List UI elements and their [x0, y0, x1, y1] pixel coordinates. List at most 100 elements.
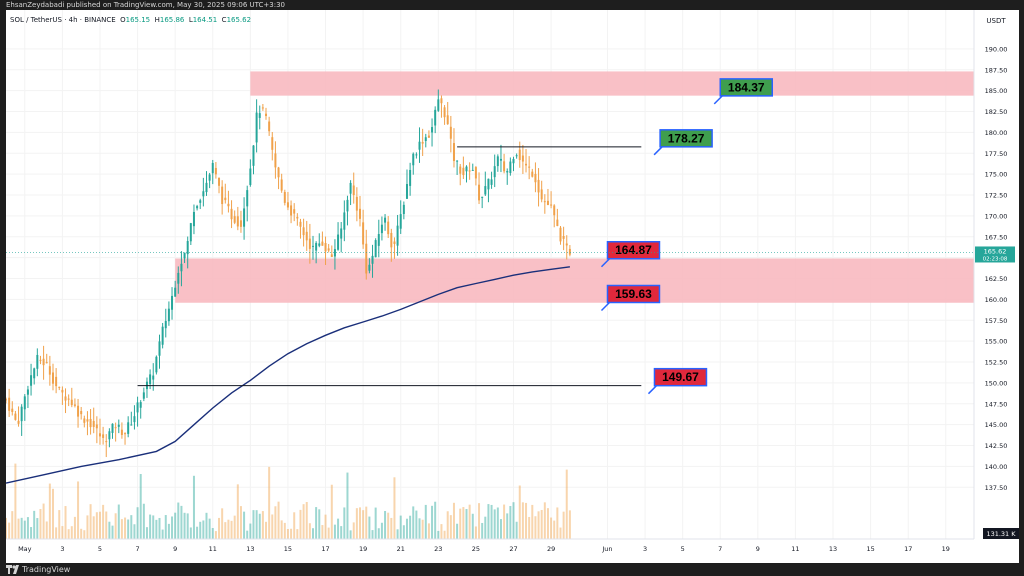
price-tick-label: 140.00 — [985, 463, 1008, 471]
volume-bar — [286, 528, 289, 539]
volume-bar — [221, 508, 224, 539]
candle-body — [330, 254, 333, 258]
volume-bar — [186, 513, 189, 539]
volume-bar — [355, 508, 358, 539]
time-tick-label: 17 — [321, 545, 329, 553]
price-tick-label: 177.50 — [985, 150, 1008, 158]
candle-body — [506, 170, 509, 173]
volume-bar — [515, 521, 518, 539]
volume-bar — [377, 528, 380, 539]
volume-bar — [249, 523, 252, 539]
candle-body — [471, 169, 474, 171]
symbol-header: SOL / TetherUS · 4h · BINANCE O165.15 H1… — [10, 16, 251, 24]
candle-body — [214, 167, 217, 175]
candle-body — [459, 166, 462, 174]
volume-bar — [20, 517, 23, 539]
volume-bar — [296, 529, 299, 539]
price-tick-label: 170.00 — [985, 212, 1008, 220]
candle-body — [503, 161, 506, 172]
candle-body — [434, 109, 437, 126]
candle-body — [393, 241, 396, 244]
volume-bar — [550, 517, 553, 539]
volume-bar — [208, 518, 211, 539]
candle-body — [449, 126, 452, 139]
volume-bar — [48, 483, 51, 539]
price-chart[interactable]: 184.37 178.27 164.87 159.63 149.67 USDT 137.50… — [6, 10, 1019, 563]
price-tick-label: 152.50 — [985, 359, 1008, 367]
volume-bar — [30, 527, 33, 539]
volume-bar — [42, 503, 45, 539]
candle-body — [149, 374, 152, 385]
volume-bar — [55, 527, 58, 539]
volume-bar — [73, 516, 76, 539]
volume-bar — [384, 510, 387, 539]
candle-body — [133, 416, 136, 423]
candle-body — [102, 434, 105, 438]
candle-body — [481, 196, 484, 198]
candle-body — [33, 368, 36, 379]
price-axis — [974, 10, 1019, 563]
volume-bar — [434, 501, 437, 539]
candle-body — [515, 155, 518, 157]
volume-bar — [39, 509, 42, 539]
volume-bar — [424, 504, 427, 539]
volume-bar — [117, 504, 120, 539]
volume-bar — [83, 530, 86, 539]
volume-bar — [239, 506, 242, 539]
level-label-box — [659, 129, 713, 148]
candle-body — [521, 155, 524, 162]
volume-bar — [280, 520, 283, 539]
volume-bar — [17, 518, 20, 539]
volume-bar — [365, 506, 368, 539]
candle-body — [70, 399, 73, 406]
volume-bar — [26, 517, 29, 539]
candle-body — [77, 405, 80, 417]
volume-bar — [562, 511, 565, 539]
time-tick-label: 15 — [284, 545, 292, 553]
volume-bar — [321, 525, 324, 539]
volume-bar — [440, 524, 443, 539]
volume-bar — [111, 525, 114, 539]
volume-bar — [393, 477, 396, 539]
volume-bar — [233, 515, 236, 539]
candle-body — [478, 184, 481, 201]
volume-bar — [490, 504, 493, 539]
candle-body — [117, 424, 120, 427]
candle-body — [136, 402, 139, 413]
open-value: 165.15 — [125, 16, 151, 24]
volume-bar — [415, 510, 418, 539]
level-label-box — [653, 367, 708, 387]
axis-unit-label: USDT — [986, 17, 1006, 25]
candle-body — [315, 242, 318, 251]
volume-bar — [108, 521, 111, 539]
volume-bar — [427, 523, 430, 539]
candle-body — [405, 184, 408, 199]
candle-body — [518, 149, 521, 161]
volume-bar — [525, 502, 528, 539]
level-label-text: 159.63 — [615, 287, 652, 301]
level-label-box — [606, 284, 661, 304]
candle-body — [221, 186, 224, 205]
candle-body — [192, 211, 195, 227]
volume-bar — [481, 522, 484, 539]
candle-body — [509, 161, 512, 173]
candle-body — [152, 375, 155, 380]
candle-body — [409, 169, 412, 186]
candle-body — [183, 252, 186, 259]
candle-body — [164, 320, 167, 329]
footer-brand: TradingView — [22, 565, 71, 574]
candle-body — [565, 243, 568, 246]
candle-body — [171, 295, 174, 310]
candle-body — [525, 163, 528, 166]
chart-frame[interactable]: 184.37 178.27 164.87 159.63 149.67 USDT 137.50… — [6, 10, 1019, 563]
candle-body — [396, 225, 399, 246]
candle-body — [528, 166, 531, 168]
level-label-text: 184.37 — [728, 80, 765, 94]
volume-bar — [308, 523, 311, 539]
volume-bar — [343, 507, 346, 539]
candle-body — [537, 179, 540, 193]
candle-body — [283, 191, 286, 203]
volume-bar — [509, 506, 512, 539]
candle-body — [95, 424, 98, 429]
candle-body — [45, 362, 48, 364]
